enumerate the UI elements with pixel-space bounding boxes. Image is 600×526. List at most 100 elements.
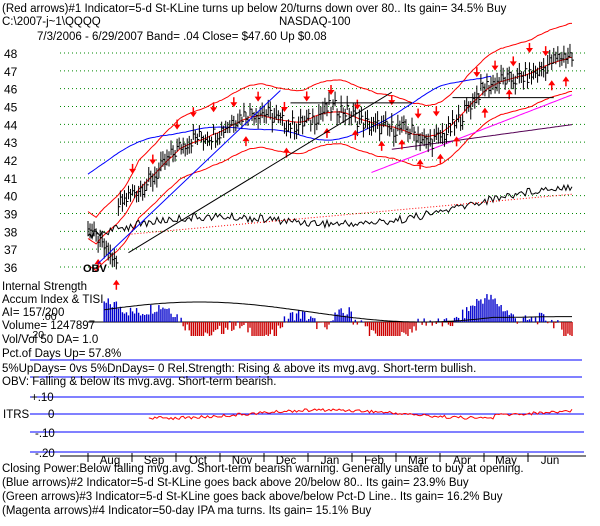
arrow-up-head bbox=[323, 127, 331, 133]
month-label-mar: Mar bbox=[408, 455, 428, 467]
header-period: 7/3/2006 - 6/29/2007 Band= .04 Close= $4… bbox=[37, 31, 327, 43]
arrow-down-head bbox=[303, 96, 311, 102]
price-tick-39: 39 bbox=[4, 208, 18, 222]
obv-average bbox=[128, 193, 573, 235]
strength-volratio: Vol/Vol 50 DA= 1.0 bbox=[2, 334, 98, 346]
arrow-down-head bbox=[509, 61, 517, 67]
trend-line-2 bbox=[128, 91, 393, 254]
strength-pctup: Pct.of Days Up= 57.8% bbox=[2, 348, 121, 360]
month-label-sep: Sep bbox=[144, 455, 164, 467]
header-line1: (Red arrows)#1 Indicator=5-d St-KLine tu… bbox=[2, 3, 507, 15]
signal-arrows bbox=[94, 42, 570, 290]
month-axis: Aug Sep Oct Nov Dec Jan Feb Mar Apr May Jun bbox=[60, 453, 586, 467]
upper-band bbox=[87, 22, 572, 218]
price-bars bbox=[87, 43, 574, 270]
arrow-up-head bbox=[242, 136, 250, 142]
itrs-tick-zero: 0 bbox=[48, 409, 54, 421]
strength-title: Internal Strength bbox=[2, 281, 87, 293]
month-label-aug: Aug bbox=[100, 455, 120, 467]
arrow-down-head bbox=[210, 107, 218, 113]
trend-guides bbox=[97, 90, 554, 264]
price-tick-37: 37 bbox=[4, 243, 18, 257]
arrow-up-head bbox=[505, 89, 513, 95]
price-axis-labels: 48 47 46 45 44 43 42 41 40 39 38 37 36 bbox=[4, 47, 18, 275]
price-tick-46: 46 bbox=[4, 83, 18, 97]
ma-blue bbox=[87, 75, 492, 175]
arrow-up-head bbox=[548, 80, 556, 86]
internal-strength-panel bbox=[30, 294, 582, 378]
arrow-down-head bbox=[280, 106, 288, 112]
note-obv: OBV: Falling & below its mvg.avg. Short-… bbox=[2, 376, 276, 388]
itrs-tick-minus20: -.20 bbox=[35, 448, 55, 460]
arrow-down-head bbox=[491, 65, 499, 71]
arrow-down-head bbox=[473, 72, 481, 78]
obv-label: OBV bbox=[83, 263, 108, 275]
itrs-tick-minus10: -.10 bbox=[35, 428, 55, 440]
footer-line-4: (Magenta arrows)#4 Indicator=50-day IPA … bbox=[2, 505, 372, 517]
price-tick-40: 40 bbox=[4, 190, 18, 204]
arrow-up-head bbox=[398, 139, 406, 145]
arrow-down-head bbox=[189, 112, 197, 118]
tisi-line bbox=[104, 301, 572, 323]
price-tick-36: 36 bbox=[4, 261, 18, 275]
arrow-down-head bbox=[542, 51, 550, 57]
month-label-nov: Nov bbox=[232, 455, 253, 467]
arrow-up-head bbox=[481, 107, 489, 113]
itrs-panel bbox=[30, 396, 584, 453]
price-tick-41: 41 bbox=[4, 172, 18, 186]
header-index: NASDAQ-100 bbox=[279, 16, 351, 28]
lower-band bbox=[87, 91, 572, 272]
arrow-up-head bbox=[436, 153, 444, 159]
itrs-line bbox=[148, 408, 573, 421]
price-tick-48: 48 bbox=[4, 47, 18, 61]
arrow-up-head bbox=[562, 76, 570, 82]
arrow-up-head bbox=[94, 259, 102, 265]
price-tick-43: 43 bbox=[4, 136, 18, 150]
arrow-down-head bbox=[327, 89, 335, 95]
ma-purple bbox=[391, 124, 573, 150]
arrow-down-head bbox=[353, 104, 361, 110]
month-label-dec: Dec bbox=[276, 455, 297, 467]
arrow-down-head bbox=[230, 102, 238, 108]
arrow-up-head bbox=[416, 159, 424, 165]
arrow-up-head bbox=[112, 279, 120, 285]
obv-line bbox=[87, 183, 573, 241]
price-tick-44: 44 bbox=[4, 118, 18, 132]
header-path: C:\2007-j~1\QQQQ bbox=[2, 16, 101, 28]
arrow-down-head bbox=[414, 113, 422, 119]
arrow-up-head bbox=[453, 136, 461, 142]
month-label-may: May bbox=[495, 455, 517, 467]
arrow-up-head bbox=[351, 129, 359, 135]
strength-volume: Volume= 1247897 bbox=[2, 320, 95, 332]
price-tick-45: 45 bbox=[4, 101, 18, 115]
strength-neg: -.20 bbox=[26, 329, 44, 341]
strength-accum: Accum Index & TISI bbox=[2, 294, 103, 306]
month-label-jan: Jan bbox=[321, 455, 340, 467]
arrow-down-head bbox=[149, 159, 157, 165]
itrs-tick-plus10: +.10 bbox=[31, 392, 54, 404]
arrow-down-head bbox=[173, 124, 181, 130]
footer-line-3: (Green arrows)#3 Indicator=5-d St-KLine … bbox=[2, 491, 503, 503]
ma-magenta bbox=[371, 94, 573, 173]
price-tick-42: 42 bbox=[4, 154, 18, 168]
arrow-down-head bbox=[525, 47, 533, 53]
month-label-jun: Jun bbox=[541, 455, 560, 467]
arrow-up-head bbox=[282, 147, 290, 153]
strength-ai: AI= 157/200 bbox=[2, 307, 64, 319]
strength-zero: .00 bbox=[42, 311, 57, 323]
price-tick-38: 38 bbox=[4, 225, 18, 239]
arrow-down-head bbox=[432, 111, 440, 117]
arrow-down-head bbox=[129, 168, 137, 174]
footer-line-2: (Blue arrows)#2 Indicator=5-d St-KLine g… bbox=[2, 477, 469, 489]
itrs-title: ITRS bbox=[3, 409, 30, 421]
month-label-feb: Feb bbox=[364, 455, 384, 467]
month-label-apr: Apr bbox=[453, 455, 471, 467]
price-tick-47: 47 bbox=[4, 65, 18, 79]
trend-line-1 bbox=[97, 90, 281, 264]
footer-line-1: Closing Power:Below falling mvg.avg. Sho… bbox=[2, 463, 524, 475]
note-updays: 5%UpDays= 0vs 5%DnDays= 0 Rel.Strength: … bbox=[2, 363, 476, 375]
arrow-down-head bbox=[254, 96, 262, 102]
month-label-oct: Oct bbox=[189, 455, 208, 467]
